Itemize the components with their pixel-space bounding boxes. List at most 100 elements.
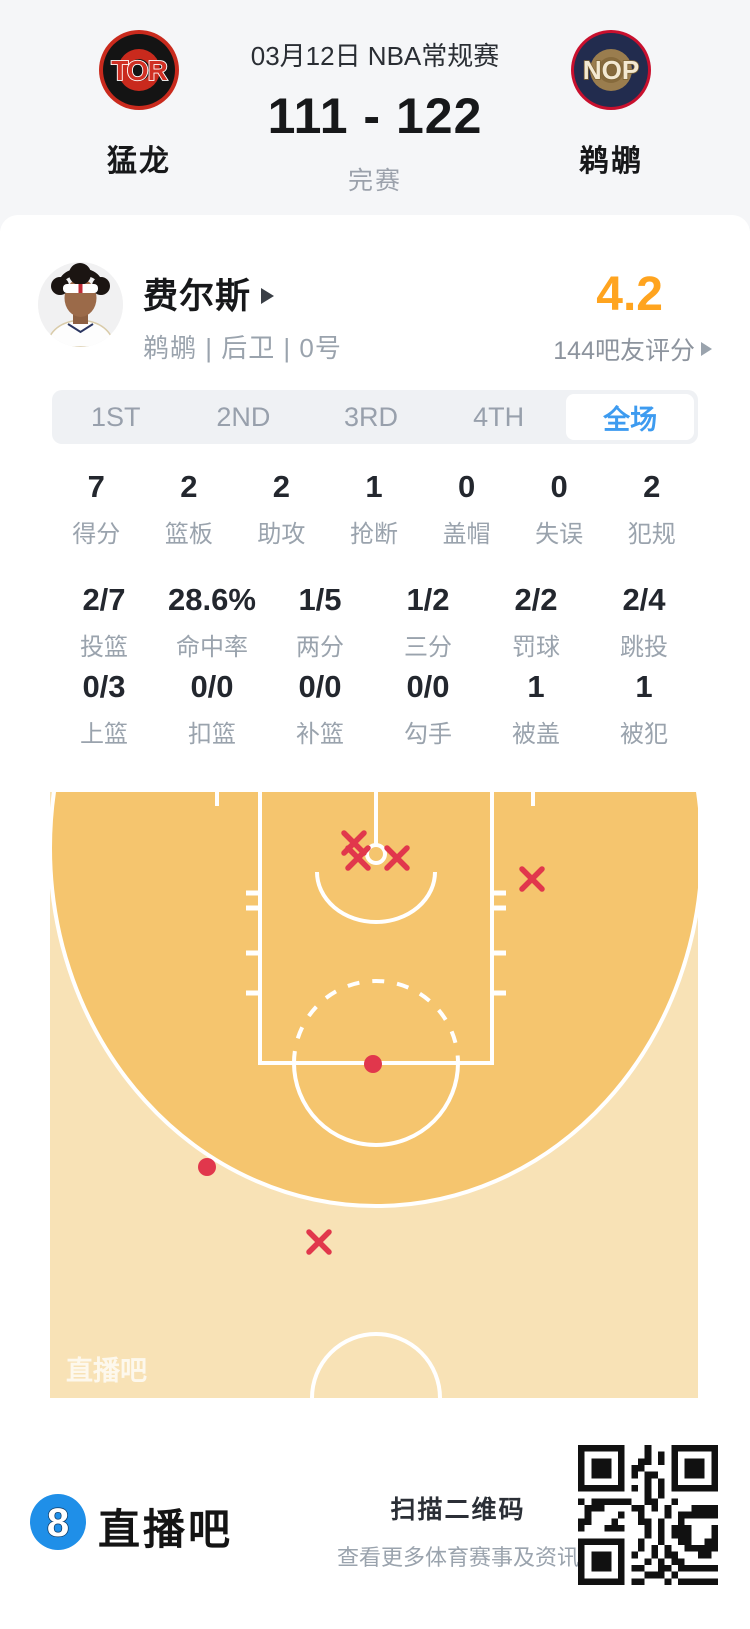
stat-label: 被犯 <box>620 721 668 748</box>
stat-label: 扣篮 <box>188 721 236 748</box>
stat-label: 上篮 <box>80 721 128 748</box>
stat-value: 2 <box>643 469 661 504</box>
stat-row-shooting: 2/7 投篮 28.6% 命中率 1/5 两分 1/2 三分 2/2 罚球 2/4 跳投 <box>50 581 698 662</box>
scan-title: 扫描二维码 <box>390 1496 526 1524</box>
stat-label: 跳投 <box>620 634 668 661</box>
stat-label: 勾手 <box>404 721 452 748</box>
stat-label: 投篮 <box>80 634 128 661</box>
stat-value: 1/5 <box>298 582 342 617</box>
arrow-right-icon <box>261 287 275 304</box>
player-stats-card: 费尔斯 鹈鹕 | 后卫 | 0号 4.2 144吧友评分 1ST 2ND 3RD 4T… <box>0 215 750 1629</box>
stat-cell: 0/0 补篮 <box>266 668 374 749</box>
stat-cell: 1/5 两分 <box>266 581 374 662</box>
stat-value: 0 <box>457 469 476 504</box>
stat-label: 命中率 <box>176 634 248 661</box>
svg-text:TOR: TOR <box>111 55 167 86</box>
stat-value: 2 <box>272 469 291 504</box>
missed-shot-icon <box>519 866 545 892</box>
stat-value: 0 <box>550 469 568 504</box>
stat-label: 助攻 <box>257 521 306 548</box>
stat-cell: 0/3 上篮 <box>50 668 158 749</box>
stat-cell: 0 失误 <box>513 468 606 549</box>
stat-cell: 2 犯规 <box>605 468 698 549</box>
stat-label: 抢断 <box>349 521 398 548</box>
tab-3rd[interactable]: 3RD <box>343 401 398 432</box>
stat-row-basic: 7 得分 2 篮板 2 助攻 1 抢断 0 盖帽 0 失误 2 犯规 <box>50 468 698 549</box>
stat-label: 三分 <box>404 634 452 661</box>
stat-cell: 0/0 勾手 <box>374 668 482 749</box>
match-header: TOR 猛龙 03月12日 NBA常规赛 111 - 122 完赛 NOP 鹈鹕 <box>0 0 750 231</box>
match-date: 03月12日 NBA常规赛 <box>250 41 500 71</box>
tab-2nd[interactable]: 2ND <box>216 401 271 432</box>
player-photo <box>38 262 123 347</box>
home-team-name: 猛龙 <box>107 145 171 178</box>
player-name[interactable]: 费尔斯 <box>143 268 275 319</box>
stat-cell: 0/0 扣篮 <box>158 668 266 749</box>
stat-label: 罚球 <box>512 634 560 661</box>
stat-label: 篮板 <box>164 521 213 548</box>
stat-value: 2/2 <box>514 582 558 617</box>
stat-value: 0/0 <box>406 669 450 704</box>
stat-label: 被盖 <box>512 721 560 748</box>
player-avatar[interactable] <box>38 262 123 347</box>
missed-shot-icon <box>384 845 410 871</box>
stat-cell: 1 被盖 <box>482 668 590 749</box>
score-separator: - <box>363 88 382 144</box>
scan-subtitle: 查看更多体育赛事及资讯 <box>336 1545 579 1570</box>
pelicans-logo-icon: NOP <box>571 30 651 110</box>
stat-value: 1 <box>635 669 653 704</box>
stat-label: 犯规 <box>627 521 676 548</box>
player-name-text: 费尔斯 <box>143 277 252 316</box>
stat-label: 补篮 <box>296 721 344 748</box>
tab-全场[interactable]: 全场 <box>566 394 694 440</box>
score-block: 03月12日 NBA常规赛 111 - 122 完赛 <box>215 0 535 197</box>
rating-info-text: 144吧友评分 <box>553 337 695 365</box>
brand-name: 直播吧 <box>98 1506 234 1553</box>
stat-value: 1 <box>527 669 545 704</box>
player-rating: 4.2 <box>596 268 663 321</box>
shot-chart: 直播吧 <box>50 792 698 1398</box>
away-team-block: NOP 鹈鹕 <box>541 30 681 180</box>
stat-cell: 2 助攻 <box>235 468 328 549</box>
stat-row-detail: 0/3 上篮 0/0 扣篮 0/0 补篮 0/0 勾手 1 被盖 1 被犯 <box>50 668 698 749</box>
stat-value: 7 <box>87 469 105 504</box>
missed-shot-icon <box>345 845 371 871</box>
match-status: 完赛 <box>347 167 402 195</box>
stat-value: 0/0 <box>298 669 342 704</box>
tab-4th[interactable]: 4TH <box>473 401 525 432</box>
qr-code <box>578 1445 718 1585</box>
stat-value: 2/4 <box>622 582 666 617</box>
stat-value: 2 <box>180 469 198 504</box>
rating-info-link[interactable]: 144吧友评分 <box>553 331 712 367</box>
stat-cell: 2/4 跳投 <box>590 581 698 662</box>
home-score: 111 <box>267 88 349 144</box>
shot-marks <box>198 830 545 1255</box>
match-score: 111 - 122 <box>215 87 535 145</box>
raptors-logo-icon: TOR <box>99 30 179 110</box>
zhibo8-logo-icon: 8 <box>30 1494 86 1550</box>
svg-text:8: 8 <box>47 1501 69 1545</box>
away-score: 122 <box>395 88 483 144</box>
arrow-right-icon <box>701 342 712 357</box>
stat-cell: 2/2 罚球 <box>482 581 590 662</box>
stat-value: 1/2 <box>406 582 450 617</box>
stat-value: 0/0 <box>190 669 234 704</box>
stat-value: 2/7 <box>82 582 126 617</box>
player-meta: 鹈鹕 | 后卫 | 0号 <box>143 333 342 363</box>
stat-value: 0/3 <box>82 669 126 704</box>
tab-1st[interactable]: 1ST <box>91 401 141 432</box>
away-team-name: 鹈鹕 <box>579 145 643 178</box>
stat-cell: 1 抢断 <box>328 468 421 549</box>
promo-footer: 8 直播吧 扫描二维码 查看更多体育赛事及资讯 <box>0 1440 750 1629</box>
stat-label: 失误 <box>535 521 584 548</box>
made-shot-icon <box>198 1158 216 1176</box>
stat-cell: 1 被犯 <box>590 668 698 749</box>
court-watermark: 直播吧 <box>66 1356 147 1386</box>
stat-cell: 2 篮板 <box>143 468 236 549</box>
svg-text:NOP: NOP <box>583 55 639 85</box>
quarter-tabs: 1ST 2ND 3RD 4TH 全场 <box>52 390 698 444</box>
stat-label: 盖帽 <box>442 521 491 548</box>
stat-label: 两分 <box>296 634 344 661</box>
stat-value: 28.6% <box>168 582 256 617</box>
stat-cell: 2/7 投篮 <box>50 581 158 662</box>
